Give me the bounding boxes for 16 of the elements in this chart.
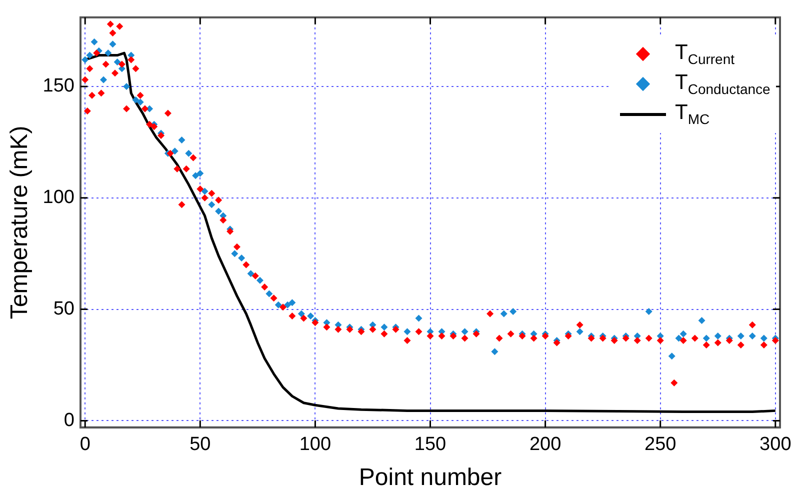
x-tick-label: 50: [190, 434, 211, 456]
y-tick-label: 150: [42, 76, 74, 97]
x-tick-label: 150: [414, 434, 446, 456]
y-tick-label: 0: [64, 410, 74, 431]
y-tick-label: 50: [53, 298, 74, 320]
x-tick-label: 0: [80, 434, 90, 456]
y-tick-label: 100: [42, 187, 74, 208]
legend-label: T$_{MC}$: [675, 101, 710, 128]
x-tick-label: 200: [529, 434, 562, 456]
y-axis-title: Temperature (mK): [6, 126, 34, 320]
legend-label: T$_{Current}$: [675, 41, 735, 68]
x-tick-label: 300: [760, 434, 792, 456]
legend-label: T$_{Conductance}$: [675, 71, 770, 98]
x-tick-label: 100: [299, 434, 332, 456]
x-tick-label: 250: [644, 434, 676, 456]
x-axis-title: Point number: [358, 464, 502, 492]
